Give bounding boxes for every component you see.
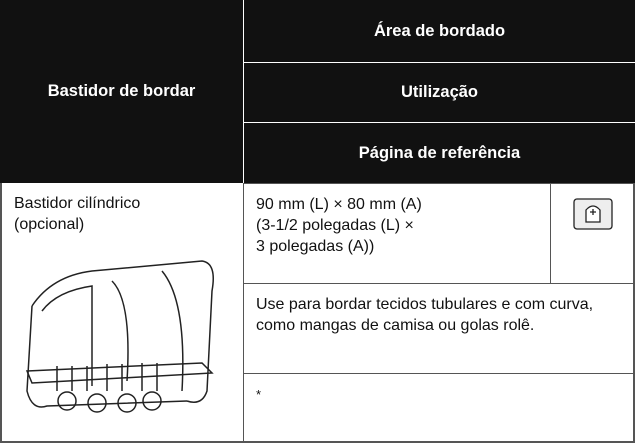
usage-text: Use para bordar tecidos tubulares e com …	[256, 296, 594, 334]
header-text: Utilização	[400, 83, 479, 101]
hoop-icon	[573, 198, 613, 230]
reference-text: *	[256, 387, 262, 402]
text-line: (3-1/2 polegadas (L) ×	[256, 217, 414, 234]
header-text: Área de bordado	[373, 21, 506, 40]
body-cell	[550, 183, 635, 284]
body-cell: *	[243, 373, 635, 443]
header-text: Bastidor de bordar	[47, 82, 196, 100]
text-line: 3 polegadas (A))	[256, 238, 375, 255]
header-text: Página de referência	[358, 143, 521, 162]
body-cell: Use para bordar tecidos tubulares e com …	[243, 283, 635, 374]
header-cell: Área de bordado	[244, 0, 635, 62]
header-cell: Utilização	[244, 63, 635, 122]
header-cell: Bastidor de bordar	[0, 0, 243, 183]
text-line: (opcional)	[14, 216, 85, 233]
header-cell: Página de referência	[244, 123, 635, 183]
border	[0, 441, 244, 443]
body-cell: 90 mm (L) × 80 mm (A) (3-1/2 polegadas (…	[243, 183, 551, 284]
text-line: 90 mm (L) × 80 mm (A)	[256, 196, 422, 213]
hoop-illustration	[25, 260, 214, 413]
text-line: Bastidor cilíndrico	[14, 195, 141, 212]
body-cell: Bastidor cilíndrico (opcional)	[0, 183, 244, 443]
separator	[243, 0, 244, 183]
